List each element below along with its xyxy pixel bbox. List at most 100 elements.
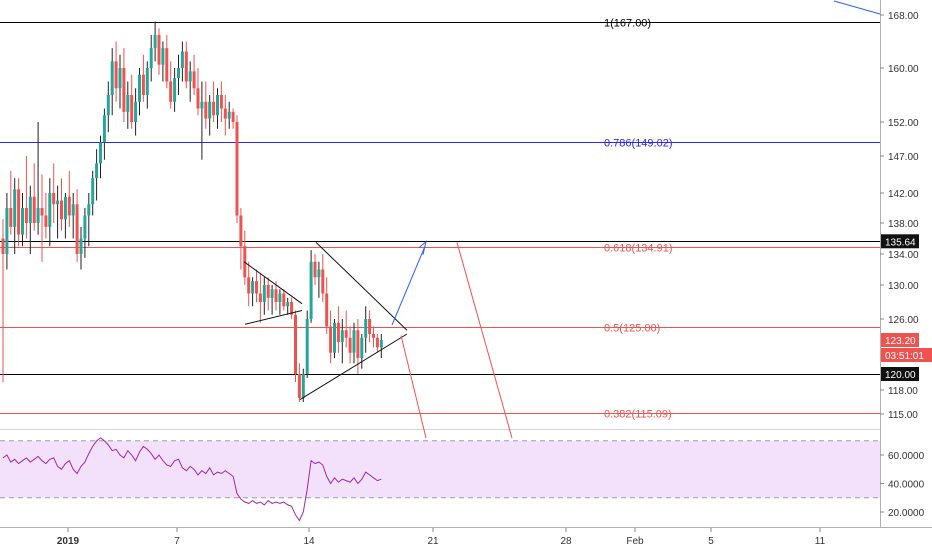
candle-body[interactable] bbox=[141, 74, 145, 95]
candle-body[interactable] bbox=[79, 238, 83, 255]
candle-body[interactable] bbox=[286, 302, 290, 307]
candle-body[interactable] bbox=[270, 289, 274, 298]
candle-body[interactable] bbox=[372, 334, 375, 338]
candle-body[interactable] bbox=[173, 78, 177, 102]
candle-body[interactable] bbox=[305, 319, 309, 374]
candle-body[interactable] bbox=[165, 48, 169, 82]
candle-body[interactable] bbox=[99, 142, 102, 164]
candle-body[interactable] bbox=[208, 101, 212, 119]
candle-body[interactable] bbox=[368, 319, 372, 334]
breakout-arrow bbox=[391, 246, 426, 326]
candle-body[interactable] bbox=[126, 95, 130, 112]
candle-body[interactable] bbox=[177, 68, 180, 79]
candle-body[interactable] bbox=[118, 68, 122, 89]
candle-body[interactable] bbox=[356, 330, 360, 359]
candle-body[interactable] bbox=[184, 51, 188, 82]
candle-body[interactable] bbox=[309, 261, 313, 319]
candle-body[interactable] bbox=[219, 95, 223, 109]
candle-body[interactable] bbox=[95, 163, 99, 179]
candle-body[interactable] bbox=[87, 204, 91, 216]
candle-body[interactable] bbox=[216, 95, 219, 116]
candle-body[interactable] bbox=[204, 101, 208, 119]
candle-body[interactable] bbox=[180, 51, 184, 68]
candle-body[interactable] bbox=[56, 200, 60, 205]
candle-body[interactable] bbox=[379, 340, 383, 348]
candle-body[interactable] bbox=[251, 281, 255, 294]
price-badge-label: 135.64 bbox=[885, 237, 916, 248]
candle-body[interactable] bbox=[196, 88, 200, 109]
candle-body[interactable] bbox=[145, 68, 149, 95]
candle-body[interactable] bbox=[60, 200, 63, 220]
candle-body[interactable] bbox=[67, 196, 71, 216]
candle-body[interactable] bbox=[40, 208, 44, 216]
candle-body[interactable] bbox=[340, 330, 344, 343]
candle-body[interactable] bbox=[294, 314, 297, 374]
candle-body[interactable] bbox=[247, 277, 251, 294]
candle-body[interactable] bbox=[24, 208, 28, 223]
candle-body[interactable] bbox=[106, 95, 110, 116]
candle-body[interactable] bbox=[5, 208, 9, 254]
candle-body[interactable] bbox=[114, 61, 118, 89]
candle-body[interactable] bbox=[1, 238, 5, 255]
candle-body[interactable] bbox=[188, 71, 192, 82]
candle-body[interactable] bbox=[278, 293, 282, 303]
candle-body[interactable] bbox=[75, 204, 79, 254]
candle-body[interactable] bbox=[282, 293, 286, 307]
candle-body[interactable] bbox=[333, 322, 336, 353]
candle-body[interactable] bbox=[266, 285, 270, 298]
candle-body[interactable] bbox=[325, 293, 329, 327]
candle-body[interactable] bbox=[130, 95, 134, 122]
candle-body[interactable] bbox=[255, 281, 258, 294]
candle-body[interactable] bbox=[138, 74, 141, 102]
candle-body[interactable] bbox=[134, 101, 138, 122]
candle-body[interactable] bbox=[102, 115, 106, 143]
candle-body[interactable] bbox=[192, 71, 196, 89]
candle-body[interactable] bbox=[32, 196, 36, 223]
candle-body[interactable] bbox=[290, 302, 294, 315]
candle-body[interactable] bbox=[297, 374, 301, 398]
candle-body[interactable] bbox=[262, 285, 266, 302]
candle-body[interactable] bbox=[352, 330, 356, 353]
candle-body[interactable] bbox=[161, 48, 165, 65]
candle-body[interactable] bbox=[169, 81, 173, 102]
candle-body[interactable] bbox=[13, 189, 17, 227]
candle-body[interactable] bbox=[344, 330, 348, 338]
candle-body[interactable] bbox=[28, 196, 32, 223]
candle-body[interactable] bbox=[52, 193, 56, 205]
candle-body[interactable] bbox=[71, 204, 75, 216]
candle-body[interactable] bbox=[235, 122, 239, 216]
candle-body[interactable] bbox=[301, 374, 305, 398]
candle-body[interactable] bbox=[48, 193, 52, 227]
candle-body[interactable] bbox=[317, 269, 321, 278]
candle-body[interactable] bbox=[212, 101, 216, 116]
candle-body[interactable] bbox=[329, 326, 333, 353]
candle-body[interactable] bbox=[336, 322, 340, 343]
candle-body[interactable] bbox=[258, 293, 262, 303]
candle-body[interactable] bbox=[364, 319, 368, 338]
candle-body[interactable] bbox=[227, 111, 231, 119]
candle-body[interactable] bbox=[63, 196, 67, 220]
candle-body[interactable] bbox=[321, 269, 325, 294]
candle-body[interactable] bbox=[83, 215, 87, 239]
candle-body[interactable] bbox=[44, 215, 48, 227]
candle-body[interactable] bbox=[360, 337, 364, 359]
candle-body[interactable] bbox=[313, 261, 317, 278]
candle-body[interactable] bbox=[348, 337, 352, 353]
candle-body[interactable] bbox=[231, 111, 235, 122]
candle-body[interactable] bbox=[223, 108, 227, 119]
candle-body[interactable] bbox=[36, 208, 40, 223]
candle-body[interactable] bbox=[110, 61, 114, 95]
candle-body[interactable] bbox=[153, 34, 157, 49]
candle-body[interactable] bbox=[375, 337, 379, 348]
candle-body[interactable] bbox=[9, 208, 13, 227]
candle-body[interactable] bbox=[239, 215, 243, 247]
candle-body[interactable] bbox=[157, 34, 161, 65]
candle-body[interactable] bbox=[122, 68, 126, 112]
candle-body[interactable] bbox=[274, 289, 278, 302]
candle-body[interactable] bbox=[149, 48, 153, 68]
candle-body[interactable] bbox=[91, 178, 95, 205]
candle-body[interactable] bbox=[200, 101, 204, 109]
candle-body[interactable] bbox=[17, 189, 21, 235]
candle-body[interactable] bbox=[21, 208, 24, 235]
